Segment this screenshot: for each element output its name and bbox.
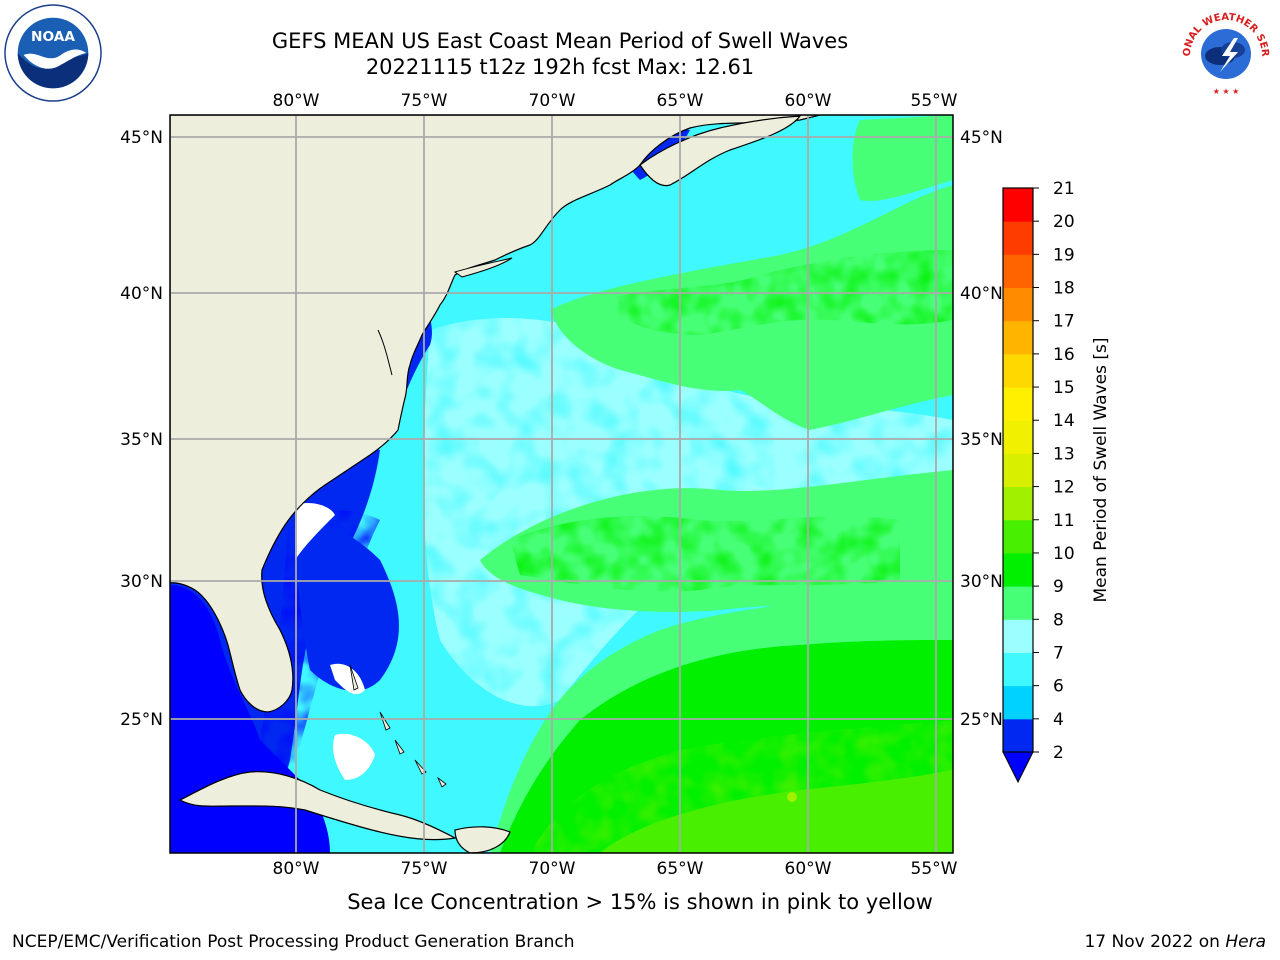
lon-label-bottom: 60°W <box>785 859 832 879</box>
field-bright-green-mid <box>510 516 900 592</box>
lat-label-right: 40°N <box>960 284 1003 304</box>
coast-chesapeake <box>377 329 393 376</box>
field-nodata-patch <box>333 733 375 780</box>
colorbar-segment <box>1003 619 1033 653</box>
colorbar-tick-label: 9 <box>1053 577 1064 597</box>
lon-label-bottom: 65°W <box>657 859 704 879</box>
lat-label-left: 45°N <box>120 128 163 148</box>
colorbar-frame <box>1002 187 1034 753</box>
colorbar-segments <box>1003 188 1033 753</box>
field-yellow-green-core <box>600 770 953 853</box>
footer-credit: NCEP/EMC/Verification Post Processing Pr… <box>12 932 575 952</box>
colorbar-segment <box>1003 685 1033 720</box>
colorbar-segment <box>1003 188 1033 222</box>
colorbar-tick-label: 13 <box>1053 444 1075 464</box>
lat-label-right: 30°N <box>960 572 1003 592</box>
colorbar-tick-label: 7 <box>1053 643 1064 663</box>
field-max-spot <box>787 792 797 802</box>
lon-label-bottom: 75°W <box>401 859 448 879</box>
colorbar-tick-label: 20 <box>1053 212 1075 232</box>
colorbar-segment <box>1003 320 1033 355</box>
colorbar-tick-label: 6 <box>1053 677 1064 697</box>
colorbar-tick-label: 16 <box>1053 345 1075 365</box>
colorbar-tick-label: 21 <box>1053 179 1075 199</box>
lat-label-left: 35°N <box>120 430 163 450</box>
colorbar-segment <box>1003 718 1033 753</box>
noaa-logo-icon: NOAA <box>4 4 102 102</box>
svg-text:★ ★ ★: ★ ★ ★ <box>1213 87 1240 96</box>
map-field <box>170 115 953 853</box>
noaa-logo-text: NOAA <box>31 29 75 45</box>
footer-date: 17 Nov 2022 on Hera <box>1084 932 1266 952</box>
lon-label-top: 70°W <box>529 91 576 111</box>
colorbar-tick-label: 12 <box>1053 478 1075 498</box>
map-frame <box>169 114 954 854</box>
field-blue-bahamas <box>298 520 399 691</box>
lon-label-top: 55°W <box>911 91 958 111</box>
lon-labels: 80°W 75°W 70°W 65°W 60°W 55°W 80°W 75°W … <box>273 91 958 879</box>
colorbar-tick-label: 15 <box>1053 378 1075 398</box>
lon-label-top: 75°W <box>401 91 448 111</box>
colorbar-segment <box>1003 420 1033 454</box>
lon-label-top: 80°W <box>273 91 320 111</box>
land-north-america <box>170 115 821 713</box>
colorbar-tick-label: 11 <box>1053 511 1075 531</box>
colorbar-segment <box>1003 519 1033 554</box>
colorbar-tick-label: 19 <box>1053 245 1075 265</box>
land-cuba <box>178 771 457 841</box>
colorbar-segment <box>1003 353 1033 388</box>
footer-host: Hera <box>1225 932 1266 952</box>
colorbar-segment <box>1003 287 1033 322</box>
colorbar-segment <box>1003 387 1033 421</box>
colorbar: 2 4 6 7 8 9 10 11 12 13 14 15 16 17 18 19 20 21 Mean Peri… <box>1002 179 1111 784</box>
lon-label-bottom: 80°W <box>273 859 320 879</box>
colorbar-tick-label: 8 <box>1053 610 1064 630</box>
lon-label-top: 65°W <box>657 91 704 111</box>
lon-label-top: 60°W <box>785 91 832 111</box>
nws-logo-icon: NATIONAL WEATHER SERVICE ★ ★ ★ <box>1176 2 1274 100</box>
land-long-island <box>453 257 513 278</box>
lat-label-right: 25°N <box>960 710 1003 730</box>
lat-label-left: 30°N <box>120 572 163 592</box>
lat-label-left: 40°N <box>120 284 163 304</box>
map-subtitle: 20221115 t12z 192h fcst Max: 12.61 <box>365 55 755 79</box>
lat-label-left: 25°N <box>120 710 163 730</box>
colorbar-segment <box>1003 254 1033 289</box>
lat-label-right: 35°N <box>960 430 1003 450</box>
colorbar-segment <box>1003 552 1033 587</box>
colorbar-tick-label: 14 <box>1053 411 1075 431</box>
colorbar-tick-label: 2 <box>1053 743 1064 763</box>
colorbar-tick-label: 4 <box>1053 710 1064 730</box>
land-hispaniola <box>454 826 511 853</box>
colorbar-ticks: 2 4 6 7 8 9 10 11 12 13 14 15 16 17 18 19 20 21 <box>1033 179 1075 763</box>
colorbar-label: Mean Period of Swell Waves [s] <box>1091 338 1111 603</box>
colorbar-tick-label: 17 <box>1053 312 1075 332</box>
colorbar-under-triangle <box>1002 751 1034 784</box>
sea-ice-note: Sea Ice Concentration > 15% is shown in … <box>347 890 933 914</box>
colorbar-tick-label: 10 <box>1053 544 1075 564</box>
colorbar-segment <box>1003 486 1033 521</box>
graticule <box>170 115 953 853</box>
lon-label-bottom: 70°W <box>529 859 576 879</box>
land-bahamas <box>349 664 447 788</box>
lat-labels: 45°N 40°N 35°N 30°N 25°N 45°N 40°N 35°N … <box>120 128 1003 730</box>
lat-label-right: 45°N <box>960 128 1003 148</box>
colorbar-segment <box>1003 652 1033 687</box>
colorbar-tick-label: 18 <box>1053 279 1075 299</box>
footer-date-text: 17 Nov 2022 on <box>1084 932 1226 952</box>
map-title: GEFS MEAN US East Coast Mean Period of S… <box>271 29 849 53</box>
field-nodata-patch <box>295 503 335 560</box>
colorbar-segment <box>1003 453 1033 488</box>
lon-label-bottom: 55°W <box>911 859 958 879</box>
colorbar-segment <box>1003 221 1033 255</box>
colorbar-segment <box>1003 586 1033 620</box>
